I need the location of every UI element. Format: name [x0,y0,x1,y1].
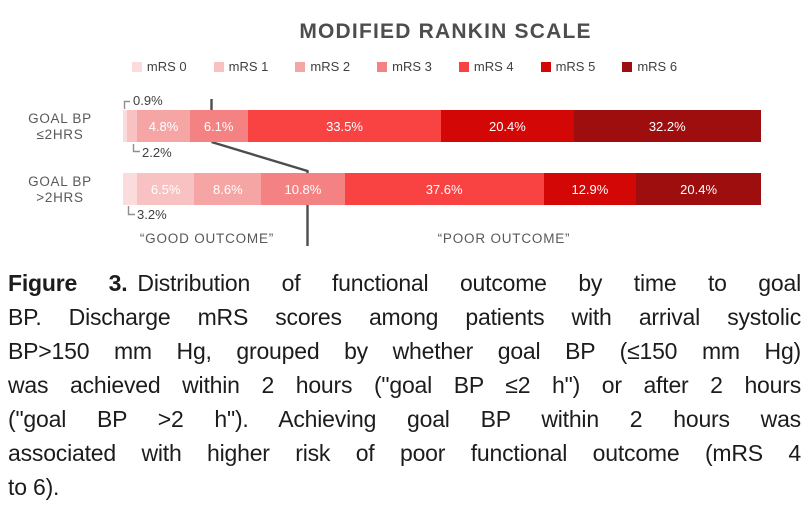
legend-label: mRS 3 [392,59,432,74]
callout-bracket [127,206,135,216]
bar-segment: 8.6% [194,173,262,205]
bar-segment-label: 33.5% [326,118,363,134]
chart-area: MODIFIED RANKIN SCALE mRS 0 mRS 1 mRS 2 mRS… [0,20,809,246]
callout-bracket [132,144,140,153]
callout-value-label: 2.2% [142,145,172,160]
good-outcome-label: “GOOD OUTCOME” [139,231,275,246]
legend-label: mRS 1 [228,59,269,74]
bar-segment-label: 4.8% [148,118,179,134]
callout-value-label: 0.9% [133,93,163,108]
bar-segment: 12.9% [543,173,637,205]
caption-line: was achieved within 2 hours ("goal BP ≤2… [8,372,801,398]
legend-item: mRS 4 [458,59,514,74]
legend-label: mRS 0 [146,59,187,74]
bar-segment: 20.4% [441,110,574,142]
bar-segment: 4.8% [137,110,190,142]
legend-label: mRS 2 [310,59,351,74]
bar-segment [123,173,137,205]
legend-label: mRS 5 [555,59,596,74]
category-label: GOAL BP ≤2HRS [8,111,112,143]
caption-line: Figure 3. Distribution of functional outc… [8,266,801,300]
legend-swatch-icon [131,61,142,72]
stacked-bar: 6.5% 8.6% 10.8% 37.6% 12.9% 20.4% [123,173,761,205]
callout-value-label: 3.2% [137,207,167,222]
caption-line: ("goal BP >2 h"). Achieving goal BP with… [8,406,801,432]
bar-segment: 33.5% [247,110,442,142]
legend-swatch-icon [540,61,551,72]
bar-segment-label: 20.4% [680,181,718,197]
caption-line: BP>150 mm Hg, grouped by whether goal BP… [8,338,801,364]
bar-segment: 10.8% [261,173,345,205]
legend-label: mRS 4 [473,59,514,74]
legend-swatch-icon [622,61,633,72]
bar-segment: 20.4% [636,173,761,205]
bar-segment [127,110,138,142]
chart-title: MODIFIED RANKIN SCALE [299,20,592,43]
legend-swatch-icon [295,61,306,72]
bar-segment-label: 32.2% [648,118,686,134]
caption-line: to 6). [8,474,60,500]
caption-line: associated with higher risk of poor func… [8,440,801,466]
bar-segment: 6.1% [189,110,248,142]
poor-outcome-label: “POOR OUTCOME” [437,231,571,246]
bar-segment: 37.6% [344,173,544,205]
legend-item: mRS 1 [213,59,269,74]
legend-item: mRS 2 [295,59,350,74]
caption-line: BP. Discharge mRS scores among patients … [8,304,801,330]
callout-bracket [123,100,130,109]
bar-segment-label: 8.6% [213,181,243,197]
caption-text: Distribution of functional outcome by ti… [137,270,801,296]
legend-item: mRS 3 [377,59,432,74]
bar-segment: 32.2% [573,110,761,142]
bar-segment-label: 37.6% [425,181,463,197]
bar-segment-label: 6.5% [150,181,181,197]
figure-caption: Figure 3. Distribution of functional outc… [0,258,809,504]
bar-segment-label: 10.8% [284,181,322,197]
stacked-bar: 4.8% 6.1% 33.5% 20.4% 32.2% [123,110,761,142]
legend-item: mRS 5 [540,59,596,74]
category-label-line: GOAL BP [28,111,92,126]
bar-segment-label: 12.9% [571,181,609,197]
category-label-line: ≤2HRS [36,127,84,142]
category-label: GOAL BP >2HRS [8,174,112,206]
figure-number-label: Figure 3. [8,270,128,296]
legend-item: mRS 0 [131,59,187,74]
bar-segment-label: 6.1% [203,118,234,134]
bar-segment: 6.5% [136,173,195,205]
legend: mRS 0 mRS 1 mRS 2 mRS 3 mRS 4 mRS 5 mRS 6 [0,59,809,74]
legend-label: mRS 6 [637,59,678,74]
category-label-line: GOAL BP [28,174,92,189]
legend-item: mRS 6 [622,59,677,74]
category-label-line: >2HRS [36,190,84,205]
bar-segment [123,110,128,142]
legend-swatch-icon [458,61,469,72]
legend-swatch-icon [377,61,388,72]
bar-segment-label: 20.4% [488,118,526,134]
legend-swatch-icon [213,61,224,72]
